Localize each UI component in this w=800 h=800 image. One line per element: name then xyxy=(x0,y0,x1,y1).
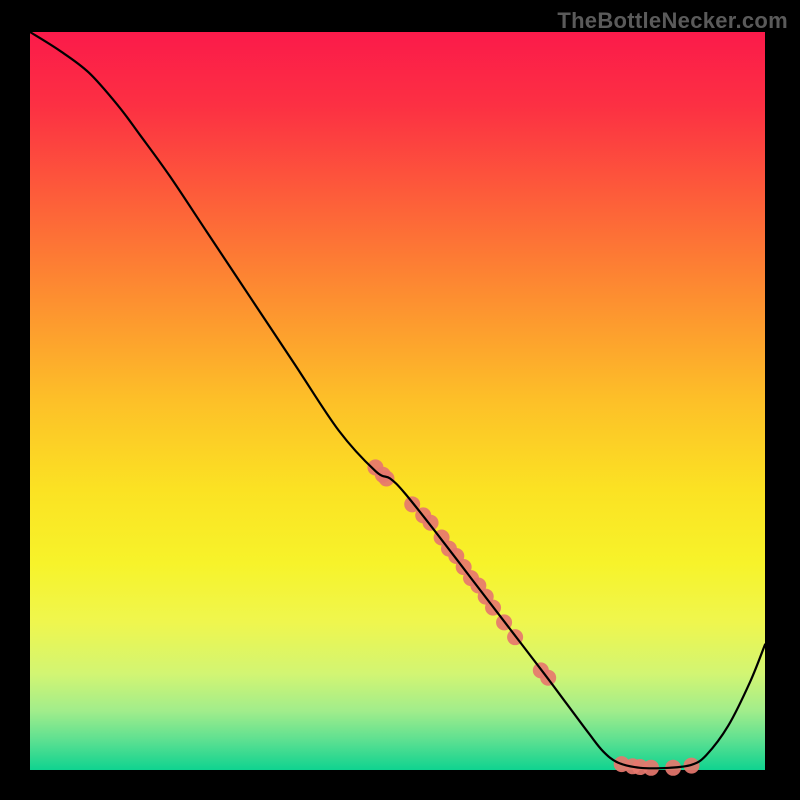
scatter-marker xyxy=(378,470,394,486)
chart-background xyxy=(30,32,765,770)
chart-svg xyxy=(0,0,800,800)
bottleneck-chart: TheBottleNecker.com xyxy=(0,0,800,800)
watermark-text: TheBottleNecker.com xyxy=(557,8,788,34)
